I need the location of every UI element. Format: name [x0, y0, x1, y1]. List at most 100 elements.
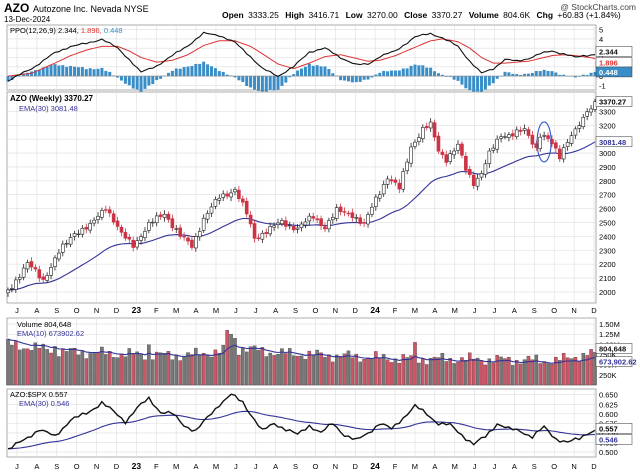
ppo-histogram-bar	[253, 76, 257, 90]
volume-bar	[111, 357, 116, 386]
y-tick-label: 750K	[599, 351, 617, 360]
candle-body	[131, 239, 136, 248]
volume-bar	[115, 357, 120, 386]
price-value-tag: 3370.27	[599, 98, 626, 107]
volume-bar	[577, 361, 582, 386]
x-axis-label: 23	[132, 305, 142, 315]
candle-body	[104, 209, 108, 211]
volume-bar	[225, 330, 229, 386]
candle-body	[331, 217, 335, 221]
volume-bar	[550, 364, 554, 386]
candle-body	[233, 189, 237, 193]
volume-bar	[424, 364, 429, 386]
volume-bar	[272, 355, 276, 386]
volume-bar	[170, 359, 175, 386]
candle-body	[311, 216, 316, 219]
candle-body	[119, 226, 124, 233]
ppo-histogram-bar	[221, 71, 225, 77]
y-tick-label: 2400	[599, 232, 616, 241]
company-name: Autozone Inc. Nevada NYSE	[33, 4, 149, 14]
candle-body	[460, 143, 464, 156]
ppo-histogram-bar	[405, 68, 409, 77]
ppo-histogram-bar	[159, 76, 163, 79]
ppo-histogram-bar	[249, 76, 253, 88]
candle-body	[557, 148, 562, 160]
x-axis-label: A	[512, 462, 517, 471]
ppo-histogram-bar	[92, 69, 96, 77]
candle-body	[272, 225, 276, 228]
candle-body	[370, 206, 374, 215]
ppo-histogram-bar	[22, 73, 26, 77]
volume-bar	[29, 350, 34, 386]
chart-date: 13-Dec-2024	[4, 15, 51, 24]
ppo-histogram-bar	[476, 76, 480, 92]
candle-body	[127, 236, 132, 240]
candle-body	[413, 141, 417, 147]
candle-body	[241, 198, 245, 203]
volume-bar	[139, 354, 143, 386]
ppo-value-tag: 2.344	[599, 47, 619, 56]
ppo-histogram-bar	[300, 68, 303, 77]
x-axis-label: S	[54, 306, 59, 315]
volume-bar	[57, 356, 61, 386]
ppo-histogram-bar	[268, 76, 272, 90]
volume-bar	[448, 357, 452, 386]
candle-body	[135, 240, 139, 248]
candle-body	[511, 133, 515, 137]
candle-body	[452, 150, 456, 156]
volume-bar	[456, 362, 460, 386]
candle-body	[57, 252, 61, 260]
ohlc-summary: Open 3333.25 High 3416.71 Low 3270.00 Cl…	[222, 10, 621, 20]
volume-bar	[80, 351, 85, 386]
ppo-histogram-bar	[225, 74, 229, 77]
volume-bar	[45, 349, 49, 386]
x-axis-label: J	[254, 462, 258, 471]
candle-body	[170, 218, 175, 229]
volume-bar	[468, 352, 472, 386]
volume-label: Volume	[469, 10, 499, 20]
candle-body	[327, 220, 331, 230]
ppo-histogram-bar	[433, 71, 437, 77]
ppo-histogram-bar	[554, 72, 558, 77]
x-axis-label: A	[273, 306, 278, 315]
ppo-histogram-bar	[69, 65, 73, 77]
volume-bar	[366, 357, 370, 386]
volume-bar	[162, 353, 167, 386]
ppo-histogram-bar	[65, 66, 69, 77]
ppo-histogram-bar	[440, 74, 444, 77]
volume-bar	[342, 353, 347, 386]
volume-bar	[182, 356, 186, 386]
x-axis-label: S	[54, 462, 59, 471]
x-axis-label: O	[74, 462, 80, 471]
x-axis-label: D	[353, 306, 359, 315]
ppo-histogram-bar	[213, 68, 217, 77]
ppo-histogram-bar	[429, 67, 433, 77]
ppo-histogram-bar	[558, 74, 562, 77]
ppo-histogram-bar	[327, 69, 331, 77]
y-tick-label: 2300	[599, 246, 616, 255]
ppo-histogram-bar	[170, 70, 174, 77]
ppo-histogram-bar	[57, 65, 61, 77]
x-axis-label: N	[571, 462, 576, 471]
candle-body	[526, 129, 531, 136]
open-value: 3333.25	[248, 10, 279, 20]
x-axis-label: S	[293, 462, 298, 471]
ppo-signal-value-tag: 1.896	[599, 58, 618, 67]
volume-bar	[233, 338, 237, 386]
volume-bar	[561, 353, 566, 386]
volume-bar	[10, 344, 14, 386]
candle-body	[174, 228, 179, 230]
ppo-histogram-bar	[530, 72, 534, 77]
candle-body	[507, 134, 511, 138]
x-axis-label: 24	[370, 461, 380, 471]
volume-bar	[14, 341, 18, 386]
candle-body	[467, 169, 472, 175]
volume-bar	[76, 354, 81, 386]
candle-body	[68, 237, 73, 245]
volume-bar	[288, 348, 292, 386]
x-axis-label: D	[353, 462, 359, 471]
candle-body	[64, 243, 69, 245]
candle-body	[569, 135, 574, 144]
candle-body	[554, 142, 558, 149]
